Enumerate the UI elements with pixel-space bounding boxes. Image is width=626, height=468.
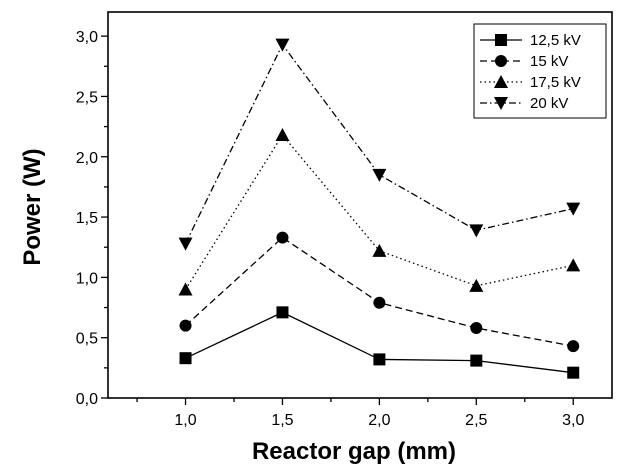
y-tick-label: 1,5 (76, 210, 98, 227)
y-tick-label: 1,0 (76, 270, 98, 287)
y-tick-label: 2,0 (76, 150, 98, 167)
data-point (567, 340, 580, 353)
data-point (275, 38, 290, 52)
series-line (184, 133, 574, 290)
data-point (566, 258, 581, 272)
data-point (179, 319, 192, 332)
legend-marker (494, 75, 508, 88)
data-point (470, 354, 483, 367)
data-point (275, 128, 290, 142)
series-1 (179, 306, 580, 379)
data-point (470, 322, 483, 335)
legend: 12,5 kV 15 kV 17,5 kV 20 kV (473, 23, 607, 119)
series-2 (179, 231, 580, 353)
legend-label: 12,5 kV (530, 32, 581, 49)
series-4 (178, 38, 581, 251)
data-point (372, 243, 387, 257)
legend-entry: 12,5 kV (480, 32, 581, 49)
data-point (178, 237, 193, 251)
y-axis-title: Power (W) (19, 148, 46, 265)
legend-marker (495, 34, 507, 46)
series-3 (178, 128, 581, 296)
x-tick-label: 3,0 (562, 412, 584, 429)
x-axis-title: Reactor gap (mm) (252, 438, 456, 465)
data-point (372, 168, 387, 182)
legend-marker (494, 97, 508, 110)
y-tick-label: 2,5 (76, 89, 98, 106)
data-point (567, 366, 580, 379)
y-tick-label: 3,0 (76, 29, 98, 46)
y-tick-label: 0,0 (76, 391, 98, 408)
data-point (373, 296, 386, 309)
data-point (373, 353, 386, 366)
legend-entry: 17,5 kV (480, 74, 581, 91)
data-point (276, 231, 289, 244)
x-tick-label: 1,5 (271, 412, 293, 429)
data-point (276, 306, 289, 319)
data-point (566, 202, 581, 216)
legend-entry: 20 kV (480, 95, 568, 112)
x-tick-label: 1,0 (174, 412, 196, 429)
data-point (179, 352, 192, 365)
data-point (178, 282, 193, 296)
data-point (469, 224, 484, 238)
legend-marker (495, 55, 507, 67)
data-point (469, 278, 484, 292)
legend-entry: 15 kV (480, 53, 568, 70)
legend-label: 20 kV (530, 95, 568, 112)
x-tick-label: 2,5 (465, 412, 487, 429)
plot-frame (107, 11, 613, 399)
legend-label: 15 kV (530, 53, 568, 70)
y-tick-label: 0,5 (76, 331, 98, 348)
axes: 0,0 0,5 1,0 1,5 2,0 2,5 3,0 1,0 1,5 2,0 2,5 3,0 (76, 11, 613, 429)
legend-label: 17,5 kV (530, 74, 581, 91)
series-layer (178, 38, 581, 379)
x-tick-label: 2,0 (368, 412, 390, 429)
